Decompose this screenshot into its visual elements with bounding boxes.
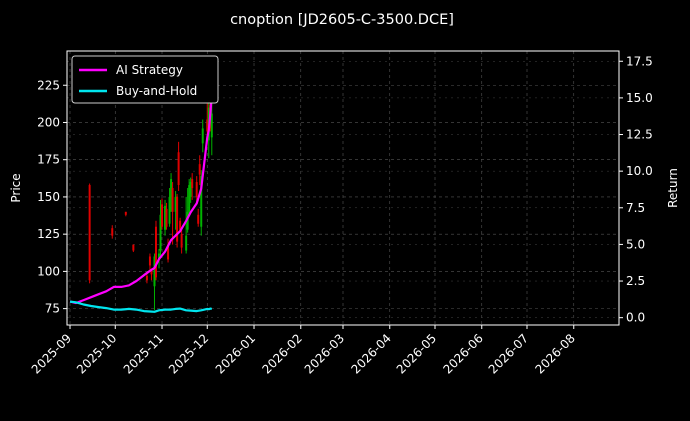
legend: AI Strategy Buy-and-Hold xyxy=(71,55,219,104)
y-tick-label-left: 75 xyxy=(45,302,60,316)
candle-body xyxy=(189,182,192,197)
candle-body xyxy=(167,244,170,260)
candle-body xyxy=(198,164,201,175)
series-line-ai-strategy xyxy=(69,94,213,305)
candle-body xyxy=(206,119,209,132)
candle-body xyxy=(210,113,213,138)
candle-body xyxy=(170,179,173,197)
y-tick-label-right: 12.5 xyxy=(626,128,653,142)
y-tick-label-right: 7.5 xyxy=(626,201,645,215)
candle-body xyxy=(176,196,179,242)
y-tick-label-left: 200 xyxy=(37,115,60,129)
candle-body xyxy=(180,234,183,248)
y-tick-label-right: 5.0 xyxy=(626,237,645,251)
candle-body xyxy=(201,128,204,144)
y-tick-label-right: 2.5 xyxy=(626,274,645,288)
y-tick-label-right: 0.0 xyxy=(626,311,645,325)
y-tick-label-left: 125 xyxy=(37,227,60,241)
candle-body xyxy=(185,235,188,251)
y-axis-left-label: Price xyxy=(9,173,23,202)
candle-body xyxy=(177,152,180,186)
candle-body xyxy=(88,185,91,281)
candle-body xyxy=(148,256,151,266)
candles xyxy=(88,56,213,311)
candle-body xyxy=(158,253,160,260)
candle-body xyxy=(168,196,171,224)
y-tick-label-left: 150 xyxy=(37,190,60,204)
candle-body xyxy=(154,226,157,278)
legend-box xyxy=(71,55,219,104)
y-tick-label-right: 15.0 xyxy=(626,91,653,105)
candle-body xyxy=(145,275,148,281)
candle-body xyxy=(179,220,182,230)
candle-body xyxy=(195,182,198,197)
candle-body xyxy=(150,271,153,275)
candle-body xyxy=(124,211,127,215)
y-tick-label-right: 10.0 xyxy=(626,164,653,178)
series-line-buy-and-hold xyxy=(69,300,213,313)
candle-body xyxy=(164,205,167,230)
candle-body xyxy=(197,214,200,224)
candle-body xyxy=(111,228,114,236)
candle-body xyxy=(186,211,189,230)
candle-body xyxy=(165,208,168,227)
series-lines xyxy=(69,94,213,313)
y-tick-label-left: 100 xyxy=(37,264,60,278)
candle-body xyxy=(159,214,162,251)
candle-body xyxy=(161,204,164,227)
y-tick-label-left: 225 xyxy=(37,78,60,92)
candle-body xyxy=(174,196,177,212)
candle-body xyxy=(153,256,156,287)
candle-body xyxy=(191,179,194,188)
y-tick-label-left: 175 xyxy=(37,153,60,167)
y-axis-right-label: Return xyxy=(666,168,680,208)
legend-label-ai-strategy: AI Strategy xyxy=(116,63,183,77)
candle-body xyxy=(171,188,174,212)
candle-body xyxy=(132,244,135,251)
chart-title: cnoption [JD2605-C-3500.DCE] xyxy=(230,12,454,28)
y-tick-label-right: 17.5 xyxy=(626,54,653,68)
candle-body xyxy=(200,176,203,227)
legend-label-buy-and-hold: Buy-and-Hold xyxy=(116,84,197,98)
candle-body xyxy=(188,185,191,212)
